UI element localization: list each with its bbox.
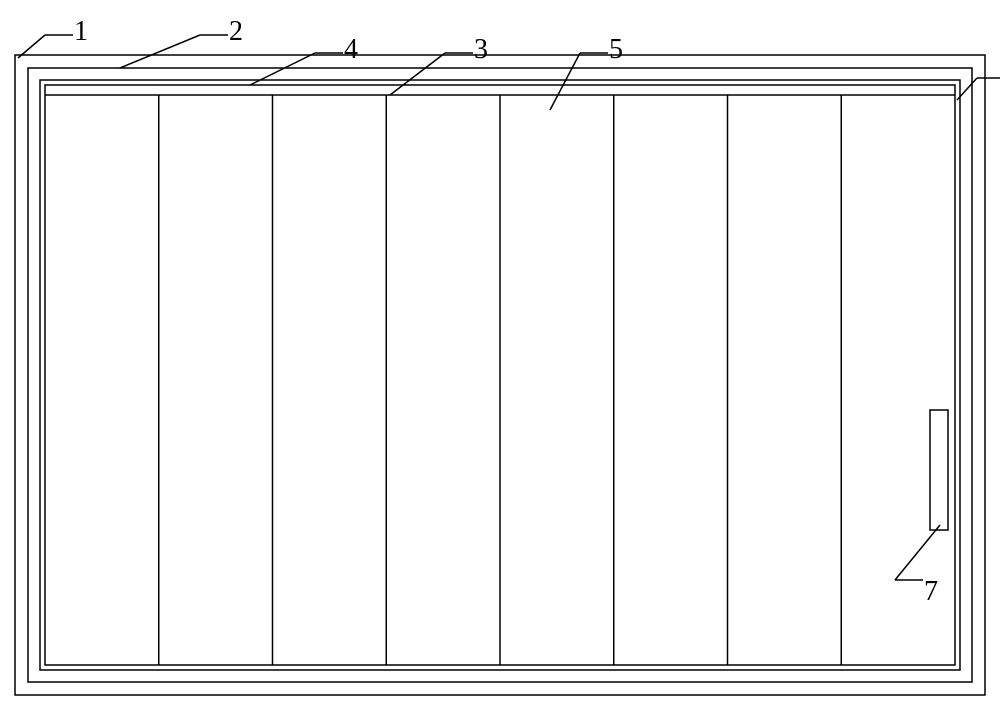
diagram-container: 1234567 [0,0,1000,722]
label-7: 7 [924,576,938,607]
label-1: 1 [74,16,88,47]
label-3: 3 [474,34,488,65]
label-4: 4 [344,34,358,65]
label-2: 2 [229,16,243,47]
label-5: 5 [609,34,623,65]
technical-diagram: 1234567 [0,0,1000,722]
